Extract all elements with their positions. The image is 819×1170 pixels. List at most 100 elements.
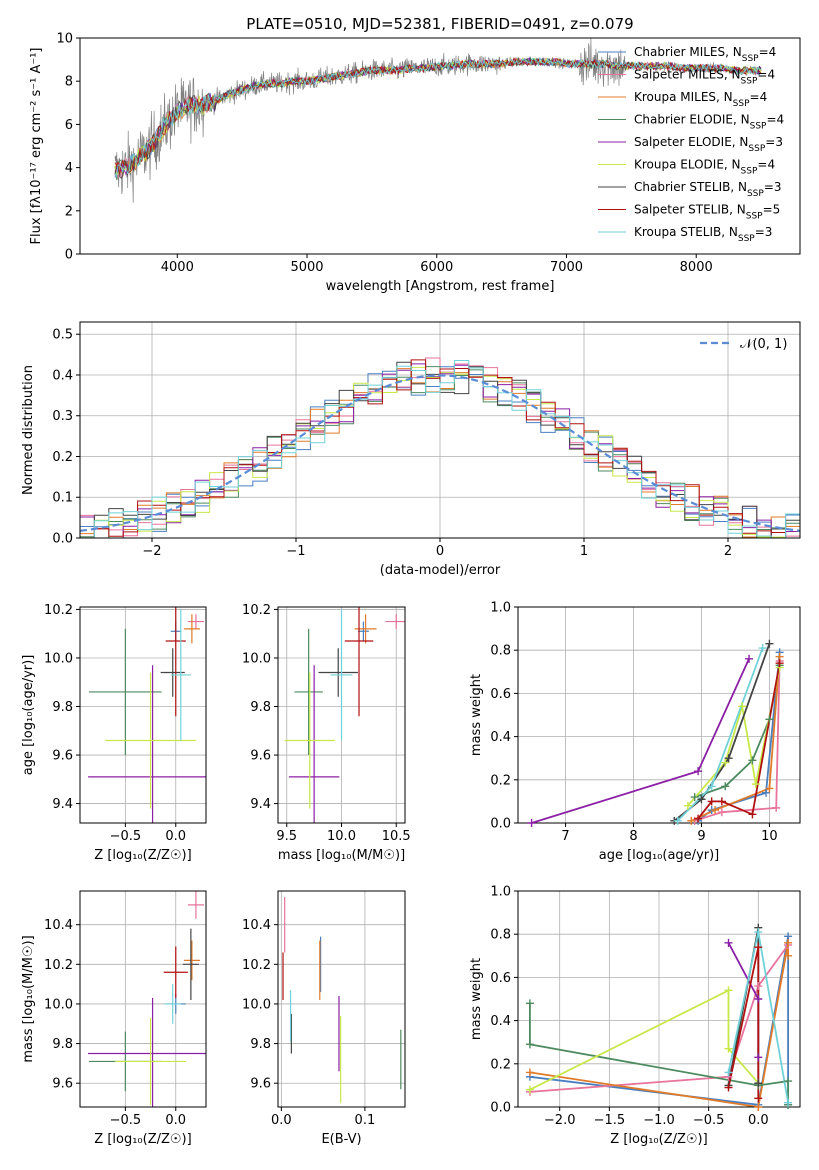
y-tick-label: 0.8 [490,928,511,943]
y-tick-label: 0.2 [490,1057,511,1072]
legend-entry: Salpeter STELIB, NSSP=5 [634,203,780,222]
x-axis-label: (data-model)/error [380,563,501,578]
legend-entry: Kroupa ELODIE, NSSP=4 [634,158,775,177]
errorbar-point [318,648,358,697]
x-tick-label: 0.0 [748,1113,769,1128]
plot-area [88,891,206,1107]
y-tick-label: 0.3 [52,409,73,424]
weight-marker [724,1068,733,1077]
axes-frame [277,890,406,1108]
errorbar-point [89,628,162,756]
weight-marker [707,782,716,791]
y-tick-label: 0.5 [52,328,73,343]
errorbar-point [88,998,206,1107]
weight-marker [754,1079,763,1088]
x-axis-label: mass [log₁₀(M/M☉)] [278,848,405,863]
y-tick-label: 10.2 [242,603,271,618]
y-tick-label: 0.4 [52,368,73,383]
y-tick-label: 10.0 [242,651,271,666]
errorbar-point [288,665,340,823]
errorbar-point [330,609,353,741]
y-tick-label: 9.8 [250,700,271,715]
plot-area [282,896,402,1104]
weight-marker [724,1044,733,1053]
plot-area [114,38,762,203]
y-axis-label: mass [log₁₀(M/M☉)] [21,935,36,1062]
weight-marker [748,810,757,819]
weight-marker [673,816,682,825]
weight-series-line [531,658,750,823]
x-tick-label: 0.1 [355,1113,376,1128]
errorbar-point [294,628,323,756]
weight-series-line [529,944,789,1093]
y-tick-label: 0.8 [490,644,511,659]
x-axis-label: Z [log₁₀(Z/Z☉)] [94,848,191,863]
y-axis-label: Flux [fλ10⁻¹⁷ erg cm⁻² s⁻¹ A⁻¹] [29,48,44,245]
y-axis-label: Normed distribution [21,365,36,495]
x-axis-label: E(B-V) [321,1132,361,1147]
x-tick-label: 9 [697,829,705,844]
x-tick-label: 0 [436,544,444,559]
legend-entry: Kroupa MILES, NSSP=4 [634,90,767,109]
errorbar-point [183,940,200,981]
y-tick-label: 9.6 [250,749,271,764]
weight-series-line [529,942,789,1107]
weight-marker [784,1077,793,1086]
x-tick-label: −2 [142,544,161,559]
x-axis-label: wavelength [Angstrom, rest frame] [326,279,555,294]
legend-entry: 𝒩(0, 1) [740,337,787,352]
weight-marker [525,1068,534,1077]
x-tick-label: −0.5 [110,1113,142,1128]
weight-series-line [697,663,781,820]
x-tick-label: −2.0 [544,1113,576,1128]
weight-marker [724,938,733,947]
x-tick-label: 10 [761,829,778,844]
y-axis-label: mass weight [469,674,484,756]
y-tick-label: 0.4 [490,730,511,745]
errorbar-point [163,946,188,999]
panel-age-vs-mass: 9.5 10.0 10.5 9.4 9.6 9.8 10.0 10.2 mass [log₁₀(… [242,603,411,863]
weight-marker [525,999,534,1008]
weight-marker [765,639,774,648]
y-tick-label: 0.4 [490,1014,511,1029]
y-tick-label: 9.6 [250,1077,271,1092]
weight-marker [683,801,692,810]
weight-marker [721,782,730,791]
panel-weight-vs-age: 7 8 9 10 0.0 0.2 0.4 0.6 0.8 1.0 age [log₁₀(age/yr… [469,601,801,863]
y-tick-label: 1.0 [490,601,511,616]
weight-marker [717,808,726,817]
weight-marker [721,758,730,767]
plot-area [284,607,405,823]
x-tick-label: 7000 [550,260,583,275]
legend: 𝒩(0, 1) [700,337,787,352]
legend-entry: Salpeter MILES, NSSP=4 [634,68,775,87]
errorbar-point [284,672,335,809]
weight-marker [754,928,763,937]
x-tick-label: 5000 [290,260,323,275]
legend-entry: Kroupa STELIB, NSSP=3 [634,225,772,244]
x-tick-label: 10.0 [327,829,356,844]
weight-marker [762,788,771,797]
x-tick-label: 4000 [161,260,194,275]
y-tick-label: 0.6 [490,687,511,702]
weight-marker [758,644,767,653]
weight-marker [525,1085,534,1094]
weight-marker [751,780,760,789]
y-tick-label: 9.8 [52,700,73,715]
weight-marker [765,784,774,793]
panel-weight-vs-Z: −2.0 −1.5 −1.0 −0.5 0.0 0.0 0.2 0.4 0.6 0.8 1.0 Z [… [469,885,801,1147]
x-tick-label: −0.5 [110,829,142,844]
y-tick-label: 9.8 [250,1037,271,1052]
panel-mass-vs-Z: −0.5 0.0 9.6 9.8 10.0 10.2 10.4 Z [log₁₀(Z/Z☉)]… [21,890,207,1147]
weight-series-line [677,647,764,822]
y-tick-label: 10.2 [242,958,271,973]
plot-area [88,607,206,823]
errorbar-point [385,614,405,629]
x-tick-label: 10.5 [382,829,411,844]
weight-marker [724,986,733,995]
axes-frame [79,606,207,824]
weight-series-line [690,656,781,822]
figure-title: PLATE=0510, MJD=52381, FIBERID=0491, z=0… [246,15,633,33]
